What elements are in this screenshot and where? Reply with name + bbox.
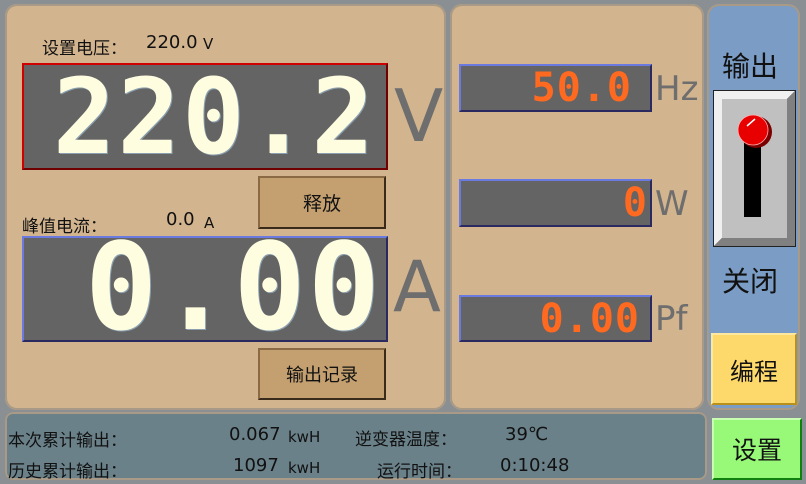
power-reading: 0 (622, 180, 648, 226)
runtime-value: 0:10:48 (500, 455, 570, 476)
peak-current-value: 0.0 (166, 209, 195, 230)
program-button[interactable]: 编程 (711, 333, 797, 405)
set-voltage-value: 220.0 (146, 32, 198, 53)
frequency-unit: Hz (655, 69, 699, 109)
output-record-button[interactable]: 输出记录 (258, 348, 386, 400)
power-display: 0 (459, 179, 652, 227)
current-display: 0.00 (22, 236, 388, 342)
session-output-value: 0.067 (229, 424, 281, 445)
voltage-unit: V (394, 74, 444, 158)
voltage-display: 220.2 (22, 63, 388, 170)
power-factor-reading: 0.00 (539, 295, 640, 342)
history-output-value: 1097 (233, 455, 279, 476)
inverter-temp-value: 39℃ (505, 424, 549, 445)
frequency-reading: 50.0 (531, 65, 632, 111)
frequency-display: 50.0 (459, 64, 652, 112)
output-state: 关闭 (722, 265, 779, 298)
power-factor-display: 0.00 (459, 295, 652, 342)
current-unit: A (393, 246, 441, 328)
power-factor-unit: Pf (655, 299, 688, 339)
output-title: 输出 (722, 50, 779, 83)
current-reading: 0.00 (85, 236, 382, 342)
session-output-label: 本次累计输出： (8, 431, 127, 451)
power-unit: W (655, 184, 689, 224)
settings-button[interactable]: 设置 (712, 418, 802, 480)
release-button[interactable]: 释放 (258, 176, 386, 229)
set-voltage-unit: V (203, 35, 214, 53)
footer-bar (5, 412, 707, 480)
inverter-temp-label: 逆变器温度： (355, 430, 457, 450)
history-output-unit: kwH (288, 459, 321, 477)
peak-current-unit: A (204, 214, 215, 232)
runtime-label: 运行时间： (377, 462, 462, 482)
set-voltage-label: 设置电压： (42, 39, 127, 59)
session-output-unit: kwH (288, 428, 321, 446)
toggle-lever-icon (713, 90, 796, 247)
peak-current-label: 峰值电流： (22, 217, 107, 237)
voltage-reading: 220.2 (52, 63, 376, 170)
history-output-label: 历史累计输出： (8, 462, 127, 482)
output-toggle-switch[interactable] (713, 90, 796, 247)
